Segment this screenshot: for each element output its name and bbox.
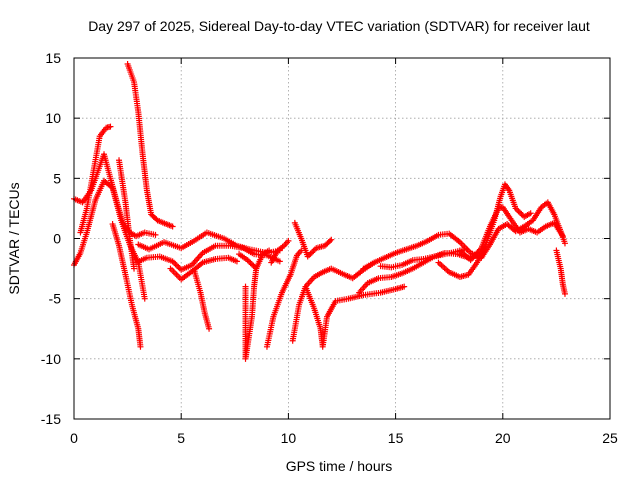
series-track-x [553, 247, 568, 297]
data-point [310, 247, 317, 254]
series-track-b [71, 177, 148, 302]
x-tick-label: 5 [177, 430, 185, 446]
data-point [401, 283, 408, 290]
axis-ticks: 0 5 10 15 20 25 -15 -10 -5 0 5 10 15 [41, 50, 618, 446]
series-track-t [377, 246, 470, 271]
y-tick-label: -15 [41, 411, 61, 427]
y-tick-label: 0 [53, 231, 61, 247]
x-tick-label: 0 [70, 430, 78, 446]
y-axis-label: SDTVAR / TECUs [6, 182, 22, 294]
data-point [206, 325, 213, 332]
data-marks [71, 61, 568, 362]
series-track-d [124, 61, 176, 230]
series-track-v [456, 204, 566, 264]
data-point [516, 209, 523, 216]
series-track-k [242, 265, 260, 362]
data-point [137, 343, 144, 350]
series-track-q [302, 283, 408, 350]
data-point [307, 250, 314, 257]
data-point [247, 259, 254, 266]
y-tick-label: -10 [41, 351, 61, 367]
series-track-m [263, 247, 305, 350]
data-point [152, 231, 159, 238]
data-point [169, 223, 176, 230]
data-point [266, 247, 273, 254]
x-tick-label: 20 [495, 430, 511, 446]
series-track-e [109, 221, 144, 350]
series-track-r [356, 249, 481, 296]
series-track-i [167, 254, 240, 283]
data-point [328, 236, 335, 243]
data-point [276, 258, 283, 265]
x-tick-label: 10 [281, 430, 297, 446]
y-tick-label: 15 [45, 50, 61, 66]
x-axis-label: GPS time / hours [286, 458, 393, 474]
series-track-c [77, 123, 114, 236]
data-point [515, 208, 522, 215]
series-track-f [116, 157, 138, 272]
y-tick-label: 10 [45, 110, 61, 126]
data-point [153, 216, 160, 223]
series-track-o [291, 219, 335, 260]
data-point [561, 240, 568, 247]
series-track-p [289, 259, 378, 344]
data-point [141, 295, 148, 302]
grid [74, 58, 610, 419]
data-point [561, 290, 568, 297]
series-track-n [268, 237, 292, 266]
data-point [172, 261, 179, 268]
data-point [107, 123, 114, 130]
plot-frame [73, 57, 611, 420]
data-point [131, 265, 138, 272]
x-tick-label: 25 [602, 430, 618, 446]
data-point [527, 210, 534, 217]
data-point [326, 237, 333, 244]
data-point [463, 246, 470, 253]
data-point [173, 262, 180, 269]
series-track-s [360, 230, 485, 272]
data-point [233, 258, 240, 265]
y-tick-label: 5 [53, 170, 61, 186]
series-track-l [236, 247, 273, 272]
series-track-w [478, 199, 568, 261]
data-point [285, 237, 292, 244]
y-tick-label: -5 [49, 291, 62, 307]
series-track-j [191, 266, 213, 332]
chart-title: Day 297 of 2025, Sidereal Day-to-day VTE… [88, 18, 590, 34]
x-tick-label: 15 [388, 430, 404, 446]
